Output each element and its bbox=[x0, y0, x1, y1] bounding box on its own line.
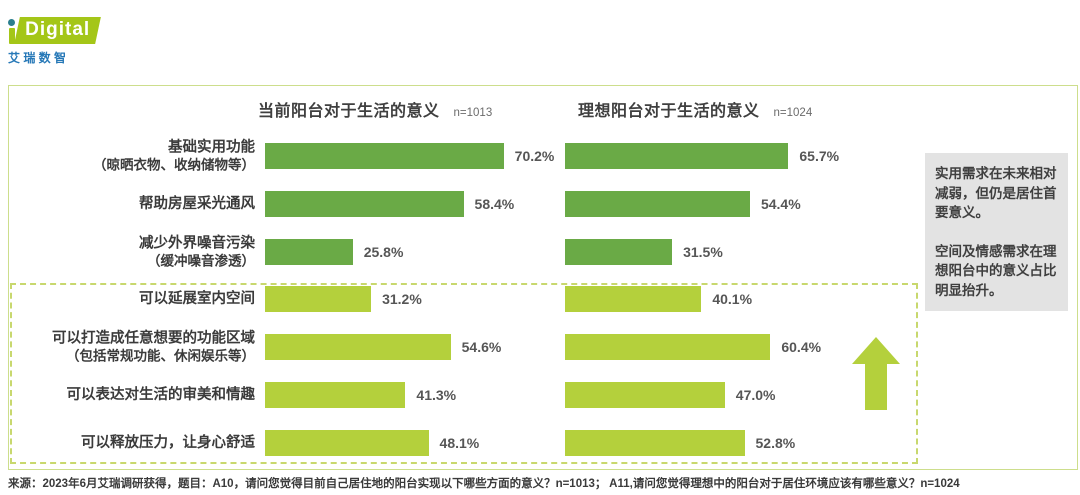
insight-annotation-box: 实用需求在未来相对减弱，但仍是居住首要意义。 空间及情感需求在理想阳台中的意义占… bbox=[925, 153, 1068, 311]
logo-chinese-name: 艾 瑞 数 智 bbox=[8, 51, 67, 65]
right-chart-title-group: 理想阳台对于生活的意义 n=1024 bbox=[578, 97, 812, 121]
category-label-main: 可以释放压力，让身心舒适 bbox=[81, 435, 255, 451]
category-label-sub: （缓冲噪音渗透） bbox=[147, 253, 255, 269]
category-label: 减少外界噪音污染 （缓冲噪音渗透） bbox=[139, 235, 255, 270]
iresearch-digital-logo: Digital 艾 瑞 数 智 bbox=[8, 10, 110, 66]
bar-current-balcony bbox=[265, 191, 464, 217]
bar-ideal-value-label: 52.8% bbox=[755, 435, 796, 451]
bar-current-balcony bbox=[265, 430, 429, 456]
category-label-sub: （包括常规功能、休闲娱乐等） bbox=[66, 348, 255, 364]
insight-paragraph-2: 空间及情感需求在理想阳台中的意义占比明显抬升。 bbox=[935, 243, 1057, 298]
bar-ideal-balcony bbox=[565, 239, 673, 265]
bar-ideal-value-label: 60.4% bbox=[781, 339, 822, 355]
right-chart-title: 理想阳台对于生活的意义 bbox=[578, 103, 760, 120]
logo-i-dot bbox=[8, 19, 15, 26]
category-label: 可以表达对生活的审美和情趣 bbox=[67, 386, 256, 404]
bar-ideal-value-label: 65.7% bbox=[799, 148, 840, 164]
left-chart-title: 当前阳台对于生活的意义 bbox=[258, 103, 440, 120]
bar-ideal-value-label: 40.1% bbox=[712, 291, 753, 307]
category-label: 可以释放压力，让身心舒适 bbox=[81, 434, 255, 452]
bar-current-value-label: 70.2% bbox=[514, 148, 555, 164]
bar-current-balcony bbox=[265, 286, 372, 312]
chart-row: 可以释放压力，让身心舒适 48.1% 52.8% bbox=[0, 419, 1080, 467]
category-label-main: 帮助房屋采光通风 bbox=[139, 196, 255, 212]
category-label-main: 可以延展室内空间 bbox=[139, 291, 255, 307]
logo-wordmark: Digital bbox=[8, 10, 110, 44]
category-label-main: 可以表达对生活的审美和情趣 bbox=[66, 387, 256, 403]
category-label-main: 可以打造成任意想要的功能区域 bbox=[52, 330, 255, 347]
bar-ideal-balcony bbox=[565, 334, 771, 360]
bar-current-value-label: 54.6% bbox=[461, 339, 502, 355]
category-label: 基础实用功能 （晾晒衣物、收纳储物等） bbox=[93, 139, 255, 174]
bar-ideal-balcony bbox=[565, 430, 745, 456]
bar-ideal-balcony bbox=[565, 286, 702, 312]
highlight-dashed-box bbox=[10, 283, 918, 464]
bar-current-balcony bbox=[265, 239, 353, 265]
bar-current-value-label: 48.1% bbox=[439, 435, 480, 451]
bar-ideal-value-label: 47.0% bbox=[735, 387, 776, 403]
bar-ideal-balcony bbox=[565, 382, 725, 408]
upward-trend-arrow-icon bbox=[852, 337, 900, 410]
category-label-main: 减少外界噪音污染 bbox=[139, 235, 255, 252]
right-chart-sample-size: n=1024 bbox=[773, 107, 813, 119]
bar-current-value-label: 25.8% bbox=[363, 244, 404, 260]
bar-ideal-balcony bbox=[565, 191, 750, 217]
chart-row: 可以打造成任意想要的功能区域 （包括常规功能、休闲娱乐等） 54.6% 60.4… bbox=[0, 323, 1080, 371]
bar-current-balcony bbox=[265, 382, 406, 408]
bar-ideal-value-label: 31.5% bbox=[683, 244, 723, 260]
chart-frame-border bbox=[8, 85, 1078, 470]
chart-row: 基础实用功能 （晾晒衣物、收纳储物等） 70.2% 65.7% bbox=[0, 132, 1080, 180]
left-chart-title-group: 当前阳台对于生活的意义 n=1013 bbox=[258, 97, 492, 121]
category-label: 可以延展室内空间 bbox=[139, 290, 255, 308]
left-chart-sample-size: n=1013 bbox=[453, 107, 493, 119]
chart-row: 可以表达对生活的审美和情趣 41.3% 47.0% bbox=[0, 371, 1080, 419]
insight-paragraph-1: 实用需求在未来相对减弱，但仍是居住首要意义。 bbox=[935, 166, 1057, 221]
logo-i-icon bbox=[8, 19, 15, 44]
chart-row: 减少外界噪音污染 （缓冲噪音渗透） 25.8% 31.5% bbox=[0, 228, 1080, 276]
bar-current-balcony bbox=[265, 143, 504, 169]
bar-ideal-value-label: 54.4% bbox=[760, 196, 801, 212]
category-label: 可以打造成任意想要的功能区域 （包括常规功能、休闲娱乐等） bbox=[52, 330, 255, 365]
category-label: 帮助房屋采光通风 bbox=[139, 195, 255, 213]
source-note: 来源：2023年6月艾瑞调研获得，题目：A10，请问您觉得目前自己居住地的阳台实… bbox=[8, 478, 960, 490]
category-label-sub: （晾晒衣物、收纳储物等） bbox=[93, 157, 255, 173]
chart-row: 可以延展室内空间 31.2% 40.1% bbox=[0, 275, 1080, 323]
bar-current-value-label: 31.2% bbox=[382, 291, 422, 307]
chart-row: 帮助房屋采光通风 58.4% 54.4% bbox=[0, 180, 1080, 228]
bar-ideal-balcony bbox=[565, 143, 789, 169]
logo-i-stem bbox=[8, 28, 15, 44]
bar-current-value-label: 58.4% bbox=[474, 196, 515, 212]
bar-current-value-label: 41.3% bbox=[416, 387, 457, 403]
category-label-main: 基础实用功能 bbox=[168, 139, 255, 156]
bar-current-balcony bbox=[265, 334, 451, 360]
